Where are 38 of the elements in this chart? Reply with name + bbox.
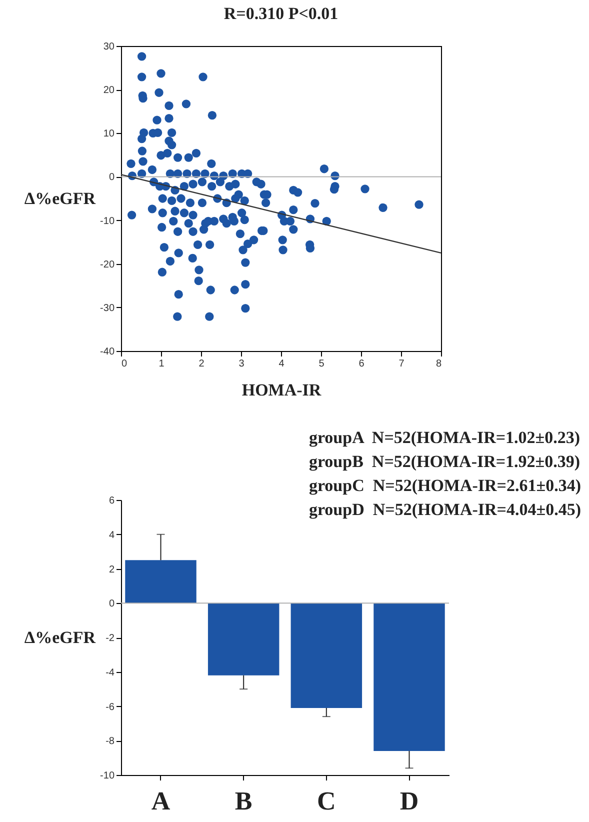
text: groupB N=52(HOMA-IR=1.92±0.39): [308, 451, 581, 473]
y-tick-label: 4: [108, 530, 115, 541]
x-tick-label: 1: [158, 358, 165, 370]
y-tick-label: -30: [100, 302, 115, 314]
y-tick-label: -10: [100, 770, 115, 782]
y-tick-label: -4: [106, 667, 115, 678]
x-tick-label: B: [234, 786, 252, 816]
x-tick-label: 3: [238, 358, 245, 370]
annotation: groupD N=52(HOMA-IR=4.04±0.45): [308, 499, 581, 521]
x-tick-label: 2: [198, 358, 205, 370]
y-axis-title: Δ%eGFR: [24, 628, 96, 647]
x-tick-label: A: [151, 786, 170, 816]
y-tick-label: -2: [106, 633, 115, 644]
x-tick-label: 8: [436, 358, 442, 370]
y-tick-label: -6: [106, 702, 115, 713]
x-tick-label: 4: [278, 358, 285, 370]
x-axis-title: HOMA-IR: [242, 380, 322, 400]
y-tick-label: 6: [108, 496, 115, 506]
x-tick-label: 6: [358, 358, 365, 370]
y-tick-label: -40: [100, 346, 115, 358]
x-tick-label: 7: [398, 358, 405, 370]
y-tick-label: 20: [103, 85, 115, 96]
text: groupC N=52(HOMA-IR=2.61±0.34): [308, 475, 581, 497]
y-tick-label: -10: [100, 216, 115, 227]
text: groupA N=52(HOMA-IR=1.02±0.23): [308, 427, 581, 449]
y-tick-label: 0: [108, 172, 115, 184]
chart-title: R=0.310 P<0.01: [224, 4, 338, 23]
x-tick-label: D: [400, 786, 419, 816]
x-tick-label: 5: [318, 358, 325, 370]
y-axis-title: Δ%eGFR: [24, 189, 96, 208]
y-tick-label: 10: [103, 128, 115, 140]
y-tick-label: 0: [108, 598, 115, 610]
y-tick-label: 30: [103, 42, 115, 52]
y-tick-label: 2: [108, 564, 115, 576]
x-tick-label: 0: [122, 358, 128, 370]
y-tick-label: -8: [106, 736, 115, 748]
y-tick-label: -20: [100, 259, 115, 270]
x-tick-label: C: [317, 786, 336, 816]
